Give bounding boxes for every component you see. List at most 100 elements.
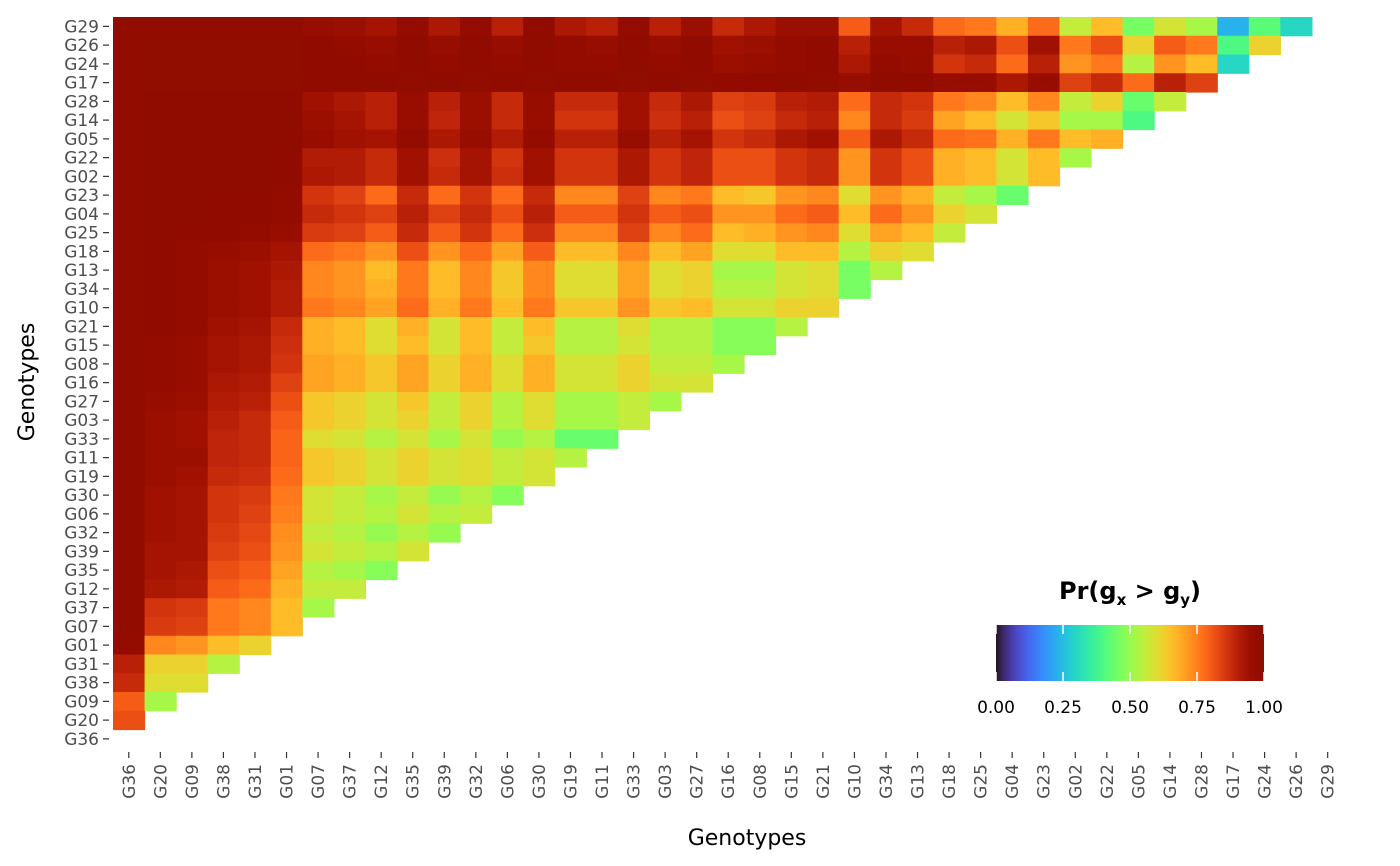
heatmap-cell <box>144 354 177 374</box>
heatmap-cell <box>901 129 934 149</box>
heatmap-cell <box>617 242 650 262</box>
heatmap-cell <box>176 579 209 599</box>
heatmap-cell <box>838 223 871 243</box>
heatmap-cell <box>996 110 1029 131</box>
x-tick-label: G27 <box>688 764 708 799</box>
heatmap-cell <box>617 148 650 168</box>
y-tick-label: G13 <box>64 261 99 281</box>
heatmap-cell <box>712 335 745 356</box>
heatmap-cell <box>996 167 1029 187</box>
heatmap-cell <box>365 92 398 112</box>
heatmap-cell <box>554 429 587 449</box>
heatmap-cell <box>1185 54 1218 74</box>
heatmap-cell <box>586 204 619 224</box>
heatmap-cell <box>365 73 398 93</box>
heatmap-cell <box>744 73 777 93</box>
heatmap-cell <box>523 467 556 487</box>
heatmap-cell <box>239 260 272 281</box>
heatmap-cell <box>554 54 587 74</box>
heatmap-cell <box>239 185 272 206</box>
heatmap-cell <box>333 579 366 599</box>
heatmap-cell <box>333 129 366 149</box>
heatmap-cell <box>901 185 934 206</box>
y-tick-label: G24 <box>64 55 99 75</box>
heatmap-cell <box>144 129 177 149</box>
heatmap-cell <box>239 523 272 543</box>
heatmap-cell <box>617 129 650 149</box>
heatmap-cell <box>1059 73 1092 93</box>
y-tick-label: G33 <box>64 430 99 450</box>
heatmap-cell <box>523 298 556 318</box>
heatmap-cell <box>144 242 177 262</box>
heatmap-cell <box>649 392 682 412</box>
heatmap-cell <box>491 92 524 112</box>
y-tick-label: G32 <box>64 524 99 544</box>
heatmap-cell <box>523 110 556 131</box>
heatmap-cell <box>775 279 808 299</box>
heatmap-cell <box>649 298 682 318</box>
heatmap-cell <box>302 167 335 187</box>
heatmap-cell <box>239 148 272 168</box>
heatmap-cell <box>807 92 840 112</box>
heatmap-cell <box>996 92 1029 112</box>
heatmap-cell <box>176 279 209 299</box>
heatmap-cell <box>744 279 777 299</box>
heatmap-cell <box>270 148 303 168</box>
heatmap-cell <box>270 467 303 487</box>
heatmap-cell <box>270 129 303 149</box>
heatmap-cell <box>270 560 303 581</box>
heatmap-cell <box>996 35 1029 56</box>
x-tick-label: G38 <box>214 764 234 799</box>
heatmap-cell <box>333 392 366 412</box>
y-tick-label: G04 <box>64 205 99 225</box>
y-tick-label: G15 <box>64 336 99 356</box>
heatmap-cell <box>807 298 840 318</box>
heatmap-cell <box>144 17 177 37</box>
heatmap-cell <box>807 260 840 281</box>
heatmap-cell <box>1027 54 1061 74</box>
legend-title-base: Pr(g <box>1059 577 1117 605</box>
heatmap-cell <box>617 35 650 56</box>
x-tick-label: G28 <box>1192 764 1212 799</box>
heatmap-cell <box>176 373 209 393</box>
heatmap-cell <box>1185 73 1218 93</box>
heatmap-cell <box>207 429 240 449</box>
heatmap-cell <box>523 429 556 449</box>
heatmap-cell <box>176 17 209 37</box>
heatmap-cell <box>270 17 303 37</box>
heatmap-cell <box>744 335 777 356</box>
heatmap-cell <box>838 110 871 131</box>
x-tick-label: G15 <box>782 764 802 799</box>
heatmap-cell <box>901 17 934 37</box>
heatmap-cell <box>870 73 903 93</box>
heatmap-cell <box>176 673 209 693</box>
x-tick-label: G09 <box>183 764 203 799</box>
heatmap-cell <box>870 185 903 206</box>
heatmap-cell <box>460 54 493 74</box>
y-tick-label: G08 <box>64 355 99 375</box>
heatmap-cell <box>523 148 556 168</box>
heatmap-cell <box>176 148 209 168</box>
heatmap-cell <box>113 692 146 712</box>
heatmap-cell <box>1027 17 1061 37</box>
heatmap-cell <box>144 148 177 168</box>
heatmap-cell <box>428 298 461 318</box>
heatmap-cell <box>144 35 177 56</box>
heatmap-cell <box>270 204 303 224</box>
heatmap-cell <box>460 129 493 149</box>
heatmap-cell <box>365 279 398 299</box>
heatmap-cell <box>523 204 556 224</box>
heatmap-cell <box>491 242 524 262</box>
heatmap-cell <box>144 410 177 431</box>
heatmap-cell <box>996 148 1029 168</box>
heatmap-cell <box>712 110 745 131</box>
heatmap-cell <box>712 279 745 299</box>
heatmap-cell <box>113 560 146 581</box>
heatmap-cell <box>113 617 146 637</box>
heatmap-cell <box>396 448 430 468</box>
heatmap-cell <box>428 148 461 168</box>
heatmap-cell <box>617 204 650 224</box>
heatmap-cell <box>428 335 461 356</box>
heatmap-cell <box>207 260 240 281</box>
heatmap-cell <box>113 373 146 393</box>
